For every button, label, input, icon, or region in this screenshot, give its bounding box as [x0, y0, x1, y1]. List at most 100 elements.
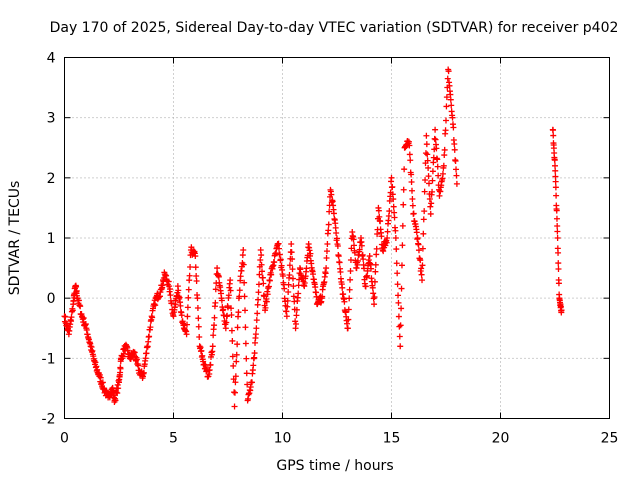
data-point — [445, 68, 452, 75]
data-point — [394, 281, 401, 288]
data-point — [392, 227, 399, 234]
data-point — [277, 256, 284, 263]
data-point — [553, 215, 560, 222]
data-point — [415, 247, 422, 254]
data-point — [361, 265, 368, 272]
data-point — [351, 249, 358, 256]
data-point — [384, 228, 391, 235]
data-point — [360, 256, 367, 263]
data-point — [336, 259, 343, 266]
data-point — [447, 96, 454, 103]
data-point — [233, 358, 240, 365]
data-point — [419, 245, 426, 252]
data-point — [420, 230, 427, 237]
data-point — [444, 75, 451, 82]
x-tick-label: 25 — [601, 431, 619, 447]
data-point — [228, 327, 235, 334]
y-tick-label: 1 — [47, 231, 56, 247]
data-point — [446, 82, 453, 89]
y-tick-label: -1 — [42, 351, 56, 367]
data-point — [143, 350, 150, 357]
data-point — [243, 370, 250, 377]
data-point — [448, 102, 455, 109]
data-point — [258, 261, 265, 268]
data-point — [167, 292, 174, 299]
data-point — [324, 241, 331, 248]
data-point — [371, 301, 378, 308]
data-point — [414, 235, 421, 241]
data-point — [418, 271, 425, 278]
data-point — [233, 351, 240, 358]
data-point — [210, 332, 217, 339]
data-point — [285, 281, 292, 288]
data-point — [550, 127, 557, 134]
data-point — [389, 183, 396, 190]
data-point — [250, 362, 257, 369]
data-point — [253, 317, 260, 324]
data-point — [558, 307, 565, 314]
data-point — [410, 210, 417, 217]
data-point — [373, 245, 380, 252]
data-point — [424, 157, 431, 164]
data-point — [397, 343, 404, 350]
data-point — [346, 286, 353, 293]
data-point — [293, 306, 300, 313]
data-point — [264, 291, 271, 298]
data-point — [419, 262, 426, 269]
data-point — [214, 265, 221, 272]
data-point — [452, 157, 459, 164]
data-point — [207, 361, 214, 368]
data-point — [275, 240, 282, 247]
data-point — [347, 276, 354, 283]
data-point — [399, 242, 406, 249]
data-point — [184, 313, 191, 320]
data-point — [229, 337, 236, 344]
data-point — [241, 293, 248, 300]
data-point — [323, 248, 330, 255]
data-point — [413, 229, 420, 236]
y-tick-label: 0 — [47, 291, 56, 307]
data-point — [449, 114, 456, 121]
data-point — [220, 306, 227, 313]
data-point — [232, 379, 239, 386]
data-point — [450, 124, 457, 131]
data-point — [397, 322, 404, 329]
y-tick-label: -2 — [42, 412, 56, 428]
data-point — [271, 259, 278, 266]
data-point — [240, 261, 247, 268]
data-point — [259, 274, 266, 281]
data-point — [335, 253, 342, 260]
data-point — [177, 302, 184, 309]
data-point — [554, 228, 561, 235]
data-point — [307, 250, 314, 257]
data-point — [325, 221, 332, 228]
data-point — [323, 265, 330, 272]
data-point — [260, 280, 267, 287]
data-point — [290, 293, 297, 300]
data-point — [172, 301, 179, 308]
data-point — [166, 283, 173, 290]
data-point — [431, 135, 438, 142]
data-point — [341, 298, 348, 305]
y-tick-label: 4 — [47, 51, 56, 67]
y-tick-label: 2 — [47, 171, 56, 187]
data-point — [399, 222, 406, 229]
data-point — [187, 263, 194, 270]
x-tick-label: 0 — [60, 431, 69, 447]
data-point — [439, 170, 446, 177]
data-point — [370, 295, 377, 302]
data-point — [228, 311, 235, 318]
data-point — [184, 304, 191, 311]
data-point — [392, 235, 399, 241]
data-point — [345, 316, 352, 323]
data-point — [395, 313, 402, 320]
data-point — [333, 230, 340, 237]
data-point — [225, 304, 231, 311]
data-point — [322, 270, 329, 277]
data-point — [184, 321, 191, 328]
data-point — [284, 297, 291, 304]
data-point — [281, 285, 288, 292]
data-point — [231, 389, 238, 396]
data-point — [433, 145, 440, 152]
data-point — [393, 260, 400, 267]
